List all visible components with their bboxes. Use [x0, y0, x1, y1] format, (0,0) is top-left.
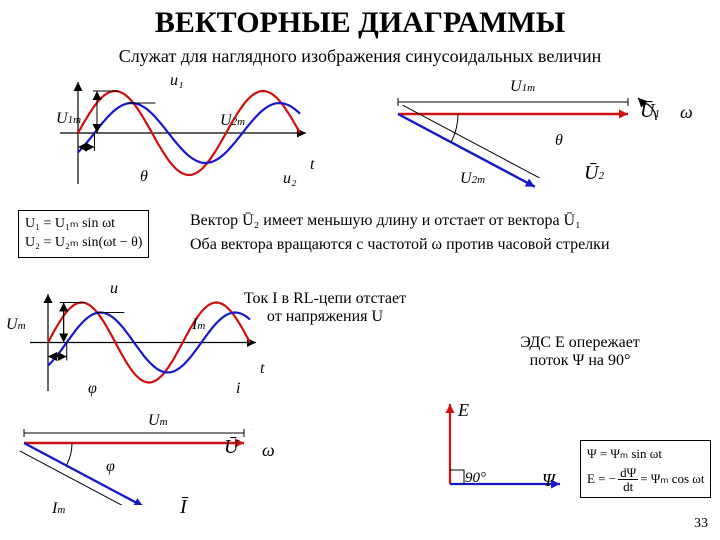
label-i: i [236, 380, 240, 398]
label-u2: u₂ [283, 170, 297, 188]
label-Um-vec: Um [148, 412, 168, 430]
page-number: 33 [694, 516, 708, 532]
label-theta-vec: θ [555, 132, 563, 150]
page-subtitle: Служат для наглядного изображения синусо… [0, 46, 720, 67]
sine-chart-u1-u2 [50, 78, 310, 188]
label-Im: Im [192, 316, 205, 334]
label-E: E [458, 400, 469, 421]
formula-E: E = − dΨ dt = Ψₘ cos ωt [587, 466, 704, 493]
formula-box-u1u2: U₁ = U₁ₘ sin ωt U₂ = U₂ₘ sin(ωt − θ) [18, 210, 149, 258]
emf-text: ЭДС E опережает поток Ψ на 90° [490, 334, 670, 370]
label-90: 90° [465, 470, 486, 487]
formula-u1: U₁ = U₁ₘ sin ωt [25, 215, 142, 234]
label-Im-vec: Im [52, 500, 65, 518]
label-theta-top: θ [140, 168, 148, 186]
text-line2: Оба вектора вращаются с частотой ω проти… [190, 236, 610, 254]
label-Ubar2: Ū2 [584, 162, 604, 185]
label-u1: u₁ [170, 72, 184, 90]
label-U2m-vec: U2m [460, 170, 485, 188]
label-t-bot: t [260, 360, 264, 378]
label-phi: φ [88, 380, 97, 398]
sine-chart-ui [20, 290, 260, 395]
formula-u2: U₂ = U₂ₘ sin(ωt − θ) [25, 234, 142, 253]
formula-psi: Ψ = Ψₘ sin ωt [587, 445, 704, 463]
label-t-top: t [310, 156, 314, 174]
vector-diagram-bottom [12, 415, 252, 505]
label-Ibar: Ī [180, 496, 187, 519]
label-U1m: U1m [56, 110, 81, 128]
label-U1m-vec: U1m [510, 78, 535, 96]
label-phi-vec: φ [106, 458, 115, 476]
label-Um: Um [6, 316, 26, 334]
label-omega-bot: ω [262, 440, 275, 461]
page-title: ВЕКТОРНЫЕ ДИАГРАММЫ [0, 6, 720, 40]
label-U2m: U2m [220, 112, 245, 130]
label-Psi: Ψ [542, 470, 555, 491]
formula-box-psi: Ψ = Ψₘ sin ωt E = − dΨ dt = Ψₘ cos ωt [580, 440, 711, 498]
label-Ubar: Ū [224, 436, 238, 459]
label-u: u [110, 280, 118, 298]
label-Ubar1: Ū1 [640, 100, 660, 123]
label-omega-top: ω [680, 102, 693, 123]
vector-diagram-top [380, 80, 680, 195]
text-line1: Вектор Ū₂ имеет меньшую длину и отстает … [190, 212, 581, 230]
rl-text: Ток I в RL-цепи отстает от напряжения U [230, 290, 420, 326]
